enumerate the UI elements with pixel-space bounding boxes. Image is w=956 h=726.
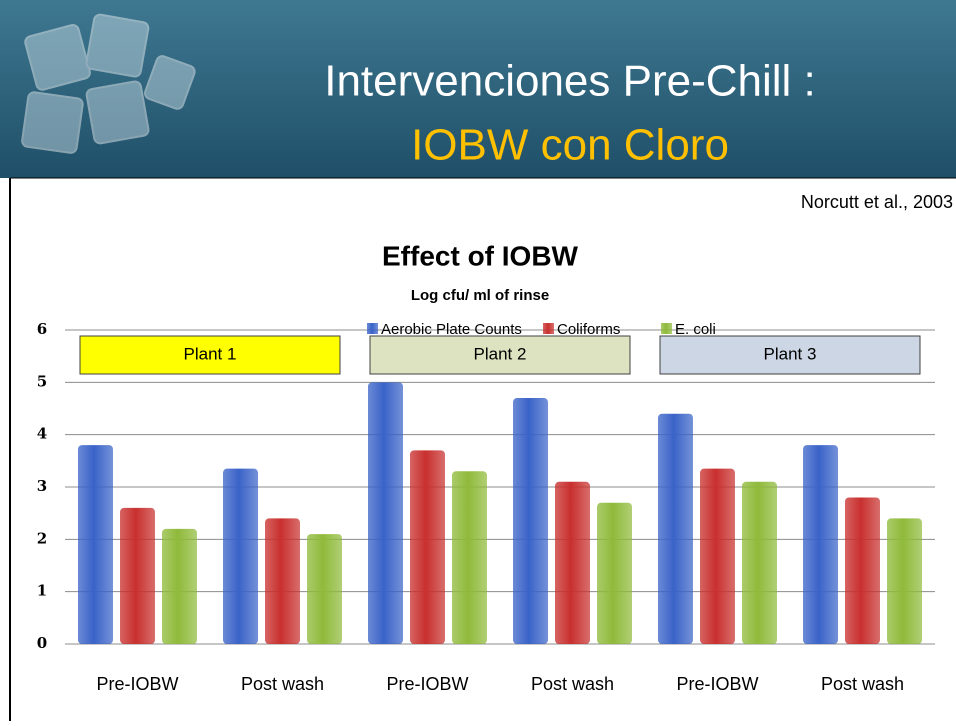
- y-tick-label: 0: [37, 634, 47, 652]
- group-label: Plant 2: [474, 344, 527, 363]
- bar: [597, 503, 632, 644]
- legend-label: Aerobic Plate Counts: [381, 321, 522, 338]
- bar: [368, 382, 403, 644]
- chart-subtitle: Log cfu/ ml of rinse: [411, 287, 549, 304]
- bar: [223, 469, 258, 644]
- legend-label: Coliforms: [557, 321, 620, 338]
- slide: Intervenciones Pre-Chill : IOBW con Clor…: [0, 0, 956, 721]
- bar: [307, 534, 342, 644]
- citation: Norcutt et al., 2003: [801, 192, 953, 212]
- x-tick-label: Pre-IOBW: [386, 674, 468, 694]
- y-tick-label: 2: [37, 529, 47, 547]
- x-tick-label: Post wash: [821, 674, 904, 694]
- bar: [700, 469, 735, 644]
- y-tick-label: 4: [37, 425, 47, 443]
- bar: [265, 518, 300, 644]
- y-tick-label: 3: [37, 477, 47, 495]
- legend-swatch: [661, 323, 672, 334]
- y-tick-label: 5: [37, 372, 47, 390]
- x-tick-label: Pre-IOBW: [96, 674, 178, 694]
- bar: [513, 398, 548, 644]
- bar: [410, 450, 445, 644]
- bar: [658, 414, 693, 644]
- bar: [887, 518, 922, 644]
- bar: [742, 482, 777, 644]
- y-tick-label: 6: [37, 320, 47, 338]
- legend-swatch: [543, 323, 554, 334]
- x-tick-label: Pre-IOBW: [676, 674, 758, 694]
- header-title: Intervenciones Pre-Chill :: [324, 57, 816, 106]
- x-tick-label: Post wash: [531, 674, 614, 694]
- bar: [452, 471, 487, 644]
- bar: [78, 445, 113, 644]
- header-title: IOBW con Cloro: [411, 121, 729, 170]
- bar: [803, 445, 838, 644]
- chart-title: Effect of IOBW: [382, 240, 579, 271]
- bar: [555, 482, 590, 644]
- group-label: Plant 3: [764, 344, 817, 363]
- y-tick-label: 1: [37, 582, 47, 600]
- bar: [162, 529, 197, 644]
- group-label: Plant 1: [184, 344, 237, 363]
- legend-swatch: [367, 323, 378, 334]
- legend-label: E. coli: [675, 321, 716, 338]
- bar: [120, 508, 155, 644]
- x-tick-label: Post wash: [241, 674, 324, 694]
- bar: [845, 497, 880, 644]
